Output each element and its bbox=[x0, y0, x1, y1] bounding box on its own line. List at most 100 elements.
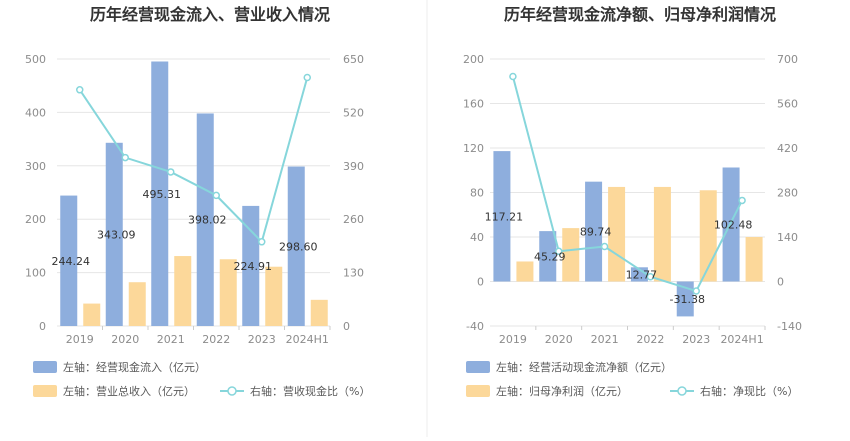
left-chart-ratio-point bbox=[258, 238, 266, 246]
right-chart-right-tick: 140 bbox=[777, 231, 798, 244]
right-chart-right-tick: 700 bbox=[777, 53, 798, 66]
right-chart-bar-value-label: -31.38 bbox=[670, 293, 705, 306]
left-chart-legend-label-primary: 左轴：经营现金流入（亿元） bbox=[63, 360, 206, 374]
left-chart-x-label: 2024H1 bbox=[286, 333, 329, 346]
right-chart-ratio-point bbox=[738, 196, 746, 205]
right-chart-left-tick: 0 bbox=[477, 276, 484, 289]
right-chart-title: 历年经营现金流净额、归母净利润情况 bbox=[504, 5, 776, 24]
right-chart-x-label: 2022 bbox=[636, 333, 664, 346]
right-chart-left-tick: 160 bbox=[463, 98, 484, 111]
left-chart-primary-bar bbox=[60, 195, 78, 326]
left-chart-right-tick: 390 bbox=[343, 160, 364, 173]
right-chart-right-tick: 420 bbox=[777, 142, 798, 155]
left-chart-right-tick: 520 bbox=[343, 106, 364, 119]
right-chart-bar-value-label: 89.74 bbox=[580, 226, 612, 239]
right-chart-legend-swatch-line-marker bbox=[677, 386, 687, 396]
right-chart-legend-swatch-secondary bbox=[466, 385, 490, 397]
left-chart-secondary-bar bbox=[310, 299, 328, 326]
left-chart-ratio-point bbox=[303, 73, 311, 82]
left-chart-right-tick: 650 bbox=[343, 53, 364, 66]
right-chart-x-label: 2020 bbox=[545, 333, 573, 346]
left-chart-left-tick: 0 bbox=[39, 320, 46, 333]
left-chart-legend-label-line: 右轴：营收现金比（%） bbox=[250, 384, 370, 398]
left-chart-x-label: 2021 bbox=[157, 333, 185, 346]
left-chart-x-label: 2019 bbox=[66, 333, 94, 346]
right-chart-left-tick: 200 bbox=[463, 53, 484, 66]
right-chart-primary-bar bbox=[539, 231, 557, 282]
right-chart-ratio-point bbox=[509, 72, 517, 81]
left-chart-left-tick: 500 bbox=[25, 53, 46, 66]
left-chart-title: 历年经营现金流入、营业收入情况 bbox=[90, 5, 330, 24]
right-chart-x-label: 2024H1 bbox=[720, 333, 763, 346]
right-chart-left-tick: -40 bbox=[466, 320, 484, 333]
right-chart-primary-bar bbox=[676, 281, 694, 317]
left-chart-secondary-bar bbox=[265, 266, 283, 326]
right-chart-ratio-line bbox=[511, 76, 743, 293]
left-chart-ratio-point bbox=[167, 168, 175, 176]
right-chart-primary-bar bbox=[585, 181, 603, 282]
left-chart-x-label: 2020 bbox=[111, 333, 139, 346]
left-chart-secondary-bar bbox=[83, 303, 101, 326]
left-chart-primary-bar bbox=[196, 113, 214, 326]
right-chart-legend-label-primary: 左轴：经营活动现金流净额（亿元） bbox=[496, 360, 672, 374]
right-chart-left-tick: 80 bbox=[470, 187, 484, 200]
right-chart-secondary-bar bbox=[653, 186, 671, 282]
right-chart-ratio-point bbox=[555, 247, 563, 256]
left-chart-ratio-point bbox=[121, 153, 129, 162]
right-chart-bar-value-label: 45.29 bbox=[534, 250, 566, 263]
right-chart-left-tick: 120 bbox=[463, 142, 484, 155]
right-chart-right-tick: 280 bbox=[777, 187, 798, 200]
right-chart-bar-value-label: 12.77 bbox=[626, 268, 658, 281]
right-chart-right-tick: 560 bbox=[777, 98, 798, 111]
right-chart-left-tick: 40 bbox=[470, 231, 484, 244]
left-chart-bar-value-label: 244.24 bbox=[52, 255, 91, 268]
right-chart-ratio-point bbox=[646, 272, 655, 281]
right-chart-x-label: 2021 bbox=[591, 333, 619, 346]
left-chart-left-tick: 400 bbox=[25, 106, 46, 119]
right-chart-primary-bar bbox=[630, 267, 648, 282]
left-chart-legend-swatch-primary bbox=[33, 361, 57, 373]
right-chart-ratio-point bbox=[692, 287, 700, 295]
right-chart-primary-bar bbox=[493, 151, 511, 282]
right-chart-bar-value-label: 102.48 bbox=[714, 218, 753, 231]
left-chart-legend-swatch-line-marker bbox=[227, 386, 237, 396]
right-chart-secondary-bar bbox=[562, 228, 580, 282]
left-chart-ratio-line bbox=[78, 77, 309, 244]
left-chart-bar-value-label: 495.31 bbox=[143, 188, 182, 201]
right-chart-x-label: 2019 bbox=[499, 333, 527, 346]
left-chart-primary-bar bbox=[151, 61, 169, 327]
left-chart-left-tick: 300 bbox=[25, 160, 46, 173]
left-chart-legend-swatch-secondary bbox=[33, 385, 57, 397]
left-chart-right-tick: 260 bbox=[343, 213, 364, 226]
left-chart-secondary-bar bbox=[174, 256, 192, 326]
left-chart-primary-bar bbox=[105, 142, 123, 326]
right-chart-legend-swatch-primary bbox=[466, 361, 490, 373]
left-chart-bar-value-label: 343.09 bbox=[97, 228, 136, 241]
left-chart-ratio-point bbox=[76, 86, 84, 94]
right-chart-legend-label-secondary: 左轴：归母净利润（亿元） bbox=[496, 384, 628, 398]
left-chart-bar-value-label: 298.60 bbox=[279, 240, 318, 253]
left-chart-primary-bar bbox=[287, 166, 305, 326]
left-chart-bar-value-label: 398.02 bbox=[188, 214, 227, 227]
right-chart-ratio-point bbox=[600, 242, 609, 251]
left-chart-bar-value-label: 224.91 bbox=[234, 260, 273, 273]
left-chart-x-label: 2022 bbox=[202, 333, 230, 346]
left-chart-ratio-point bbox=[212, 191, 220, 200]
right-chart-secondary-bar bbox=[745, 237, 763, 282]
left-chart-left-tick: 200 bbox=[25, 213, 46, 226]
right-chart-right-tick: -140 bbox=[777, 320, 802, 333]
left-chart-left-tick: 100 bbox=[25, 267, 46, 280]
left-chart-secondary-bar bbox=[128, 282, 146, 326]
right-chart-legend-label-line: 右轴：净现比（%） bbox=[700, 384, 798, 398]
left-chart-secondary-bar bbox=[219, 259, 237, 326]
right-chart-x-label: 2023 bbox=[682, 333, 710, 346]
left-chart-legend-label-secondary: 左轴：营业总收入（亿元） bbox=[63, 384, 195, 398]
right-chart-bar-value-label: 117.21 bbox=[485, 210, 524, 223]
right-chart-primary-bar bbox=[722, 167, 740, 282]
left-chart-x-label: 2023 bbox=[248, 333, 276, 346]
right-chart-secondary-bar bbox=[516, 261, 534, 282]
left-chart-right-tick: 130 bbox=[343, 267, 364, 280]
right-chart-right-tick: 0 bbox=[777, 276, 784, 289]
